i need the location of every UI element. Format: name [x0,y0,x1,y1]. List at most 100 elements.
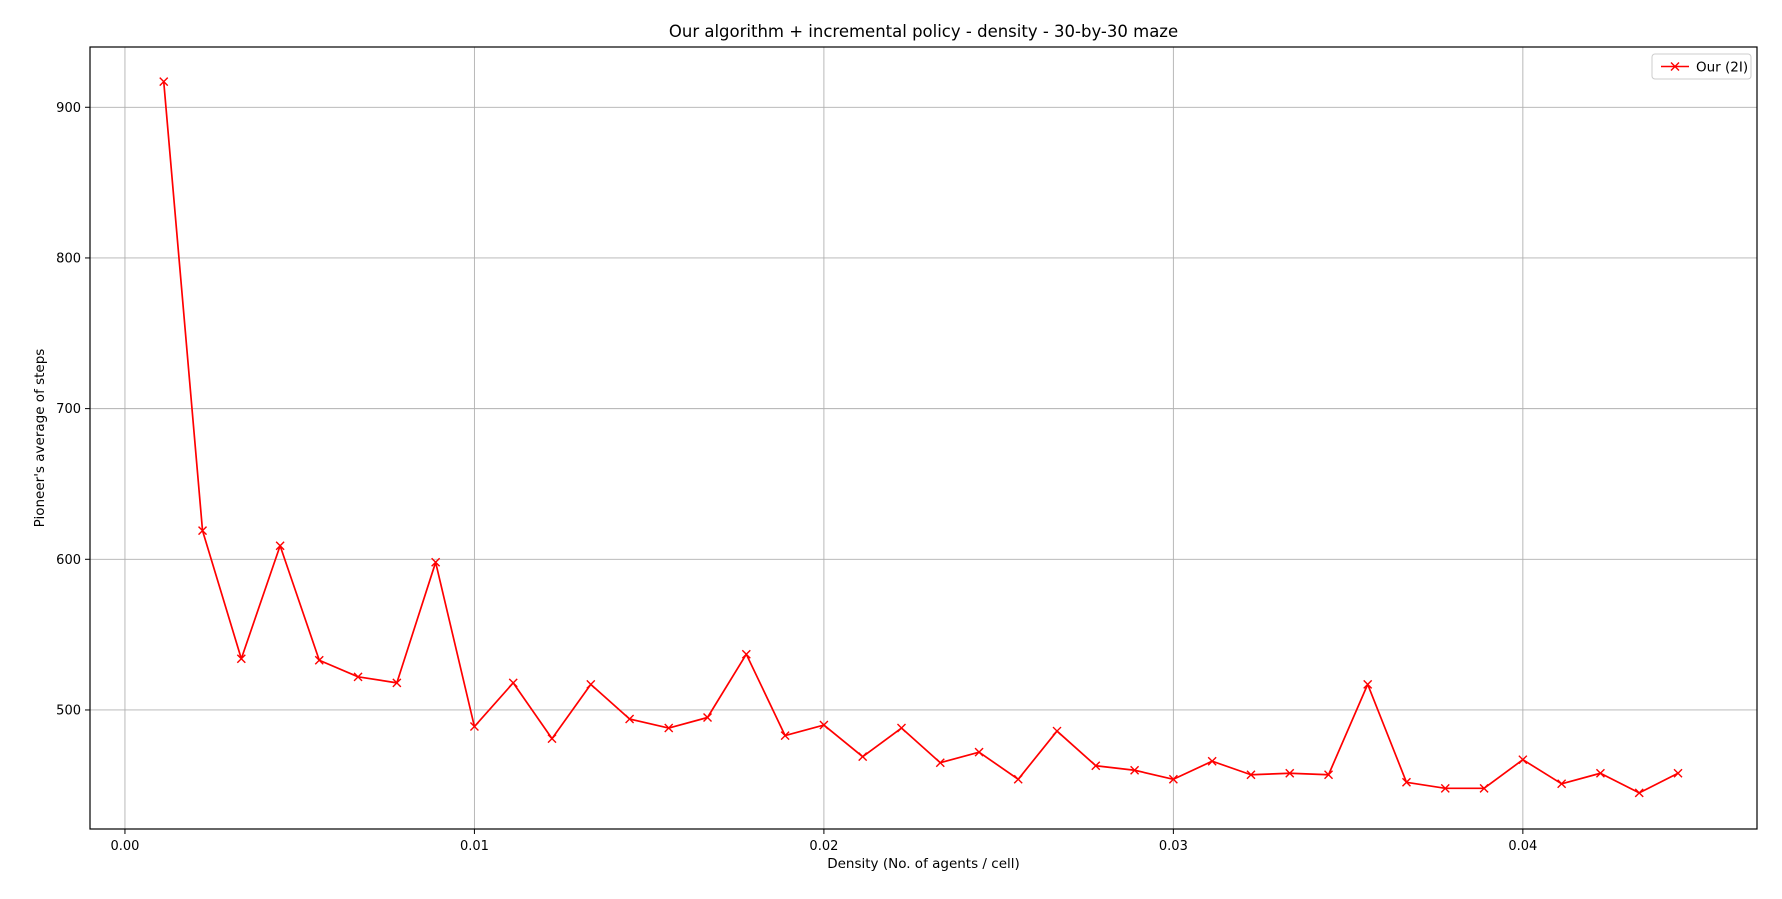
marker-stroke [1207,756,1217,766]
marker-stroke [1052,726,1062,736]
marker-stroke [1557,779,1567,789]
y-tick-label: 500 [56,703,81,718]
marker-stroke [236,654,246,664]
data-point-marker [1479,783,1489,793]
x-tick-label: 0.04 [1508,839,1537,854]
marker-stroke [896,723,906,733]
y-tick-label: 600 [56,553,81,568]
x-tick-label: 0.01 [460,839,489,854]
marker-stroke [353,672,363,682]
series-line [162,81,1679,794]
data-point-marker [625,714,635,724]
marker-stroke [1324,770,1334,780]
data-point-marker [508,678,518,688]
marker-stroke [586,679,596,689]
x-axis-label: Density (No. of agents / cell) [827,856,1020,872]
x-tick-label: 0.03 [1159,839,1188,854]
data-point-marker [1091,761,1101,771]
data-point-marker [935,758,945,768]
marker-stroke [1673,768,1683,778]
data-point-marker [431,557,441,567]
data-point-marker [1052,726,1062,736]
data-point-marker [1013,774,1023,784]
data-point-marker [1557,779,1567,789]
data-point-marker [1595,768,1605,778]
grid-lines [90,47,1757,829]
marker-stroke [1440,783,1450,793]
marker-stroke [1013,774,1023,784]
legend-entry-label: Our (2I) [1696,60,1748,76]
marker-stroke [780,731,790,741]
legend: Our (2I) [1651,53,1752,80]
series-layer [159,77,1683,798]
data-point-marker [1207,756,1217,766]
marker-stroke [1246,770,1256,780]
data-point-marker [974,747,984,757]
legend-marker-x [1670,62,1680,71]
marker-stroke [1401,777,1411,787]
marker-stroke [1130,765,1140,775]
marker-stroke [703,713,713,722]
data-point-marker [469,722,479,732]
axis-ticks: 0.00 0.01 0.02 0.03 0.04 500 600 700 800 900 [56,101,1537,854]
marker-stroke [392,678,402,688]
y-axis-label: Pioneer's average of steps [32,349,48,528]
marker-stroke [314,655,324,665]
data-point-marker [1634,788,1644,798]
marker-stroke [1363,679,1373,689]
marker-stroke [431,557,441,567]
data-point-marker [819,720,829,730]
data-point-marker [586,679,596,689]
marker-stroke [974,747,984,757]
marker-stroke [1595,768,1605,778]
data-point-marker [1440,783,1450,793]
data-point-marker [703,713,713,722]
data-point-marker [1324,770,1334,780]
data-point-marker [1130,765,1140,775]
data-point-marker [896,723,906,733]
marker-stroke [935,758,945,768]
legend-box [1651,53,1752,80]
marker-stroke [1285,768,1295,778]
marker-stroke [1168,774,1178,784]
data-point-marker [858,752,868,762]
y-tick-label: 800 [56,251,81,266]
y-tick-label: 700 [56,402,81,417]
marker-stroke [275,541,285,551]
marker-stroke [1634,788,1644,798]
data-point-marker [392,678,402,688]
data-point-marker [198,526,208,536]
marker-stroke [741,649,751,659]
chart-title: Our algorithm + incremental policy - den… [669,22,1178,41]
data-point-marker [1673,768,1683,778]
data-point-marker [780,731,790,741]
data-point-marker [664,723,674,733]
data-point-marker [1285,768,1295,778]
data-point-marker [741,649,751,659]
x-tick-label: 0.02 [809,839,838,854]
data-point-marker [275,541,285,551]
data-point-marker [1168,774,1178,784]
y-tick-label: 900 [56,101,81,116]
marker-stroke [625,714,635,724]
marker-stroke [198,526,208,536]
legend-swatch-marker [1670,62,1680,71]
marker-stroke [1479,783,1489,793]
data-point-marker [1363,679,1373,689]
marker-stroke [508,678,518,688]
marker-stroke [469,722,479,732]
data-point-marker [236,654,246,664]
marker-stroke [159,77,169,87]
data-point-marker [353,672,363,682]
marker-stroke [547,734,557,744]
data-point-marker [1518,755,1528,765]
marker-stroke [664,723,674,733]
marker-stroke [1518,755,1528,765]
x-tick-label: 0.00 [110,839,139,854]
data-point-marker [547,734,557,744]
data-point-marker [1401,777,1411,787]
data-point-marker [1246,770,1256,780]
marker-stroke [819,720,829,730]
